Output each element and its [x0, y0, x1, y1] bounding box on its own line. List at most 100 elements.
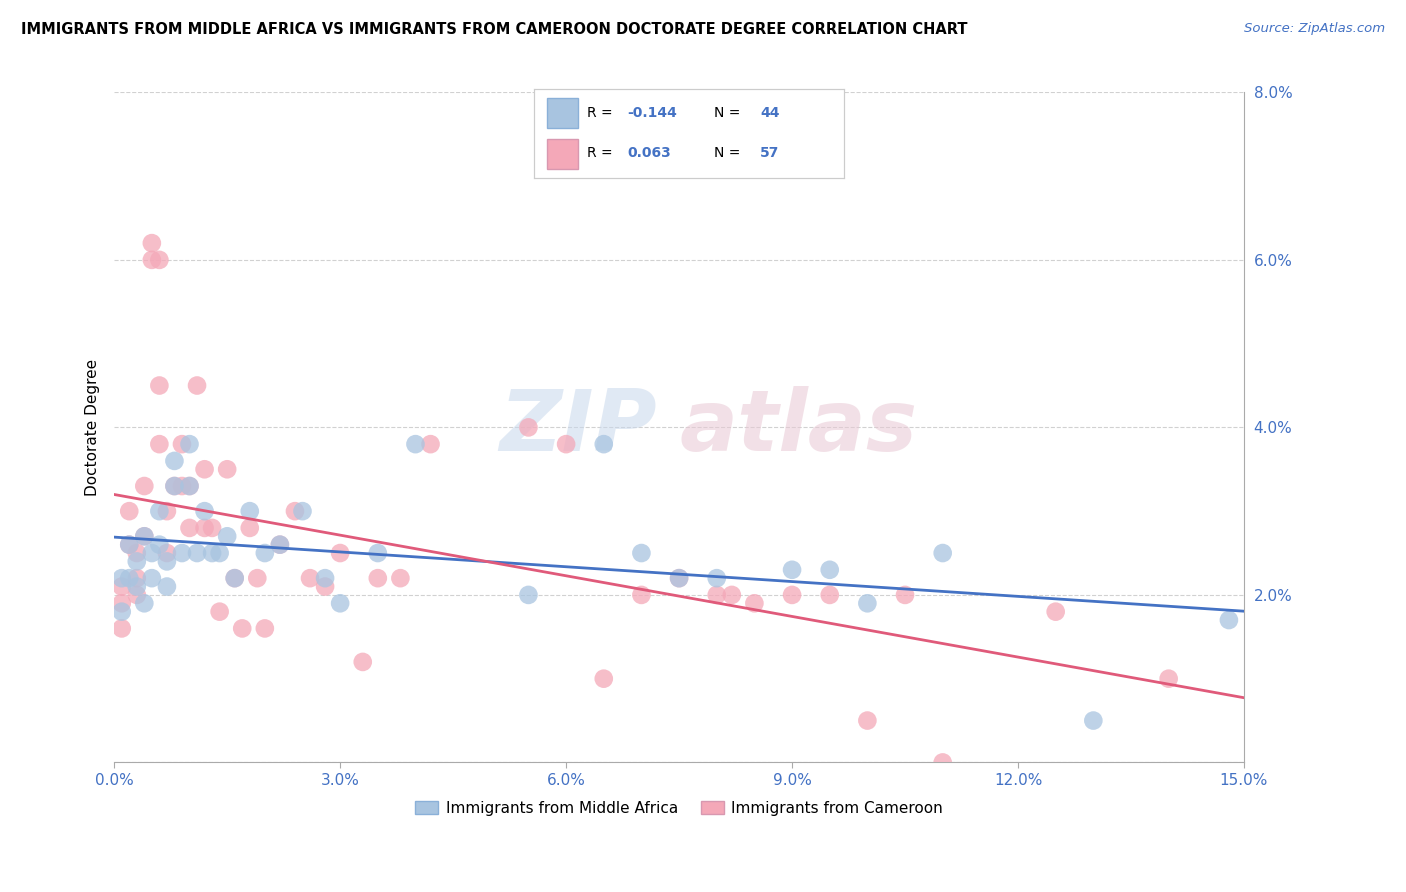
Point: [201, 521, 224, 535]
Point: [818, 563, 841, 577]
Point: [193, 521, 215, 535]
Text: 44: 44: [761, 106, 779, 120]
Point: [931, 756, 953, 770]
Point: [141, 571, 163, 585]
Point: [148, 378, 170, 392]
Text: N =: N =: [714, 106, 744, 120]
Point: [170, 479, 193, 493]
Point: [179, 437, 201, 451]
Point: [231, 622, 253, 636]
Point: [156, 580, 179, 594]
Point: [818, 588, 841, 602]
Point: [1157, 672, 1180, 686]
Point: [125, 580, 148, 594]
Point: [668, 571, 690, 585]
Point: [141, 236, 163, 251]
Point: [148, 252, 170, 267]
Point: [118, 538, 141, 552]
Point: [856, 596, 879, 610]
Point: [163, 479, 186, 493]
Point: [134, 529, 156, 543]
Point: [630, 588, 652, 602]
Point: [156, 546, 179, 560]
Point: [156, 554, 179, 568]
Point: [125, 554, 148, 568]
Point: [1083, 714, 1105, 728]
Point: [1045, 605, 1067, 619]
Point: [125, 588, 148, 602]
Point: [404, 437, 426, 451]
Point: [284, 504, 307, 518]
Point: [134, 479, 156, 493]
Point: [125, 546, 148, 560]
Point: [269, 538, 291, 552]
Point: [419, 437, 441, 451]
Point: [517, 588, 540, 602]
Point: [148, 538, 170, 552]
Point: [592, 437, 614, 451]
Point: [163, 454, 186, 468]
Point: [253, 546, 276, 560]
Point: [148, 437, 170, 451]
Point: [931, 546, 953, 560]
Point: [314, 571, 336, 585]
Point: [224, 571, 246, 585]
Point: [217, 462, 239, 476]
Point: [224, 571, 246, 585]
Point: [111, 596, 134, 610]
Point: [118, 571, 141, 585]
Point: [239, 504, 262, 518]
Text: 0.063: 0.063: [627, 146, 671, 161]
Point: [186, 378, 208, 392]
Point: [179, 479, 201, 493]
Text: IMMIGRANTS FROM MIDDLE AFRICA VS IMMIGRANTS FROM CAMEROON DOCTORATE DEGREE CORRE: IMMIGRANTS FROM MIDDLE AFRICA VS IMMIGRA…: [21, 22, 967, 37]
Point: [1218, 613, 1240, 627]
Point: [517, 420, 540, 434]
Point: [389, 571, 412, 585]
Point: [780, 588, 803, 602]
Point: [193, 462, 215, 476]
Point: [134, 596, 156, 610]
Point: [239, 521, 262, 535]
Point: [780, 563, 803, 577]
Point: [193, 504, 215, 518]
Point: [111, 580, 134, 594]
Point: [329, 546, 352, 560]
Point: [111, 622, 134, 636]
Point: [156, 504, 179, 518]
Text: ZIP: ZIP: [499, 386, 657, 469]
Point: [148, 504, 170, 518]
Point: [630, 546, 652, 560]
Y-axis label: Doctorate Degree: Doctorate Degree: [86, 359, 100, 496]
Point: [179, 479, 201, 493]
Point: [111, 571, 134, 585]
Point: [253, 622, 276, 636]
Legend: Immigrants from Middle Africa, Immigrants from Cameroon: Immigrants from Middle Africa, Immigrant…: [409, 795, 949, 822]
Point: [856, 714, 879, 728]
Point: [125, 571, 148, 585]
Text: -0.144: -0.144: [627, 106, 676, 120]
Point: [367, 546, 389, 560]
Point: [720, 588, 742, 602]
Point: [201, 546, 224, 560]
Point: [367, 571, 389, 585]
Point: [170, 546, 193, 560]
Point: [134, 529, 156, 543]
Point: [179, 521, 201, 535]
Text: R =: R =: [586, 146, 617, 161]
Point: [163, 479, 186, 493]
Point: [269, 538, 291, 552]
Point: [141, 546, 163, 560]
Point: [352, 655, 374, 669]
Point: [744, 596, 766, 610]
Point: [217, 529, 239, 543]
Point: [111, 605, 134, 619]
FancyBboxPatch shape: [547, 98, 578, 128]
Point: [592, 672, 614, 686]
Point: [894, 588, 917, 602]
Point: [555, 437, 578, 451]
Point: [118, 504, 141, 518]
Point: [706, 571, 728, 585]
Point: [170, 437, 193, 451]
Point: [141, 252, 163, 267]
